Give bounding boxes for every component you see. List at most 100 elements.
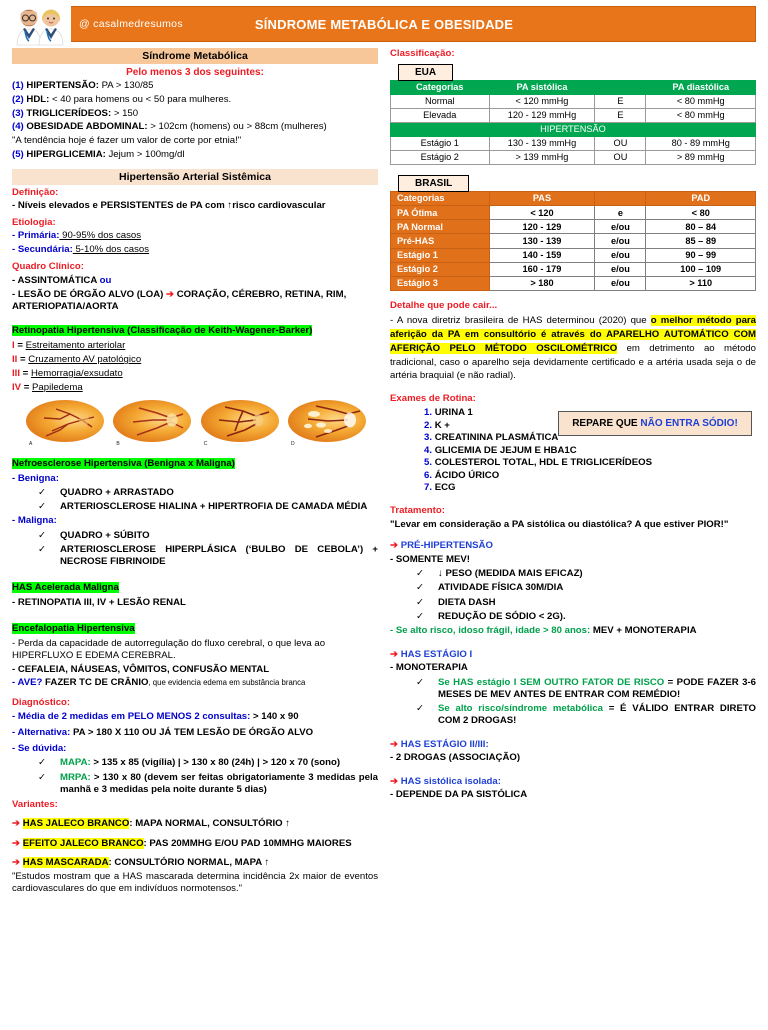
table-header-row: Categorias PA sistólica PA diastólica <box>390 79 756 95</box>
nefro-title-wrap: Nefroesclerose Hipertensiva (Benigna x M… <box>12 453 378 471</box>
variante-jaleco-branco: ➔ HAS JALECO BRANCO: MAPA NORMAL, CONSUL… <box>12 818 291 830</box>
table-row: Estágio 2 160 - 179 e/ou 100 – 109 <box>390 261 756 277</box>
cell-operator: E <box>594 93 647 109</box>
cell-pad: > 110 <box>645 275 756 292</box>
pre-hipertensao-alto-risco: - Se alto risco, idoso frágil, idade > 8… <box>390 625 697 637</box>
variantes-quote: "Estudos mostram que a HAS mascarada det… <box>12 870 378 894</box>
cell-pad: 80 – 84 <box>645 219 756 235</box>
detalhe-paragraph: - A nova diretriz brasileira de HAS dete… <box>390 314 756 382</box>
has-acelerada-maligna-title: HAS Acelerada Maligna <box>12 582 119 594</box>
has-sistolica-isolada-heading: ➔ HAS sistólica isolada: <box>390 775 501 787</box>
list-item: ↓ PESO (MEDIDA MAIS EFICAZ) <box>416 568 756 581</box>
table-row: Estágio 2 > 139 mmHg OU > 89 mmHg <box>390 149 756 165</box>
page-title: SÍNDROME METABÓLICA E OBESIDADE <box>254 16 514 32</box>
pre-hipertensao-mev: - SOMENTE MEV! <box>390 553 470 565</box>
cell-operator: e/ou <box>594 219 647 235</box>
retina-label-b: B <box>116 440 120 447</box>
cell-pas: 120 - 129 <box>488 219 596 235</box>
cell-operator: e/ou <box>594 247 647 263</box>
classificacao-heading: Classificação: <box>390 48 455 59</box>
list-item: REDUÇÃO DE SÓDIO < 2G). <box>416 611 756 624</box>
pre-hipertensao-list: ↓ PESO (MEDIDA MAIS EFICAZ) ATIVIDADE FÍ… <box>390 568 756 623</box>
cell-operator: e <box>594 204 647 221</box>
cell-categoria: Estágio 2 <box>390 149 490 165</box>
col-pa-diastolica: PA diastólica <box>645 79 756 95</box>
cell-pas: 140 - 159 <box>488 247 596 263</box>
table-row: Estágio 3 > 180 e/ou > 110 <box>390 275 756 292</box>
list-item: ECG <box>434 482 456 494</box>
tratamento-heading: Tratamento: <box>390 505 445 517</box>
list-item: DIETA DASH <box>416 597 756 610</box>
has-sistolica-isolada-text: - DEPENDE DA PA SISTÓLICA <box>390 789 528 801</box>
cell-pas: 130 - 139 <box>488 233 596 249</box>
cell-hipertensao: HIPERTENSÃO <box>390 121 756 137</box>
cell-diastolica: > 89 mmHg <box>645 149 756 165</box>
arrow-icon: ➔ <box>12 856 21 868</box>
list-item: CREATININA PLASMÁTICA <box>434 432 559 444</box>
cell-pad: 100 – 109 <box>645 261 756 277</box>
brasil-table-tag: BRASIL <box>398 174 470 192</box>
cell-pas: < 120 <box>488 204 596 221</box>
cell-operator: OU <box>594 135 647 151</box>
retina-fundus-image-b: B <box>113 399 192 447</box>
cell-categoria: PA Normal <box>390 219 490 235</box>
quadro-clinico-1: - ASSINTOMÁTICA ou <box>12 275 112 287</box>
nefro-benigna-list: QUADRO + ARRASTADO ARTERIOSCLEROSE HIALI… <box>12 487 378 514</box>
diagnostico-linha-2: - Alternativa: PA > 180 X 110 OU JÁ TEM … <box>12 726 314 738</box>
cell-pad: 90 – 99 <box>645 247 756 263</box>
section-title-sindrome-metabolica: Síndrome Metabólica <box>12 48 378 64</box>
definicao-heading: Definição: <box>12 186 59 198</box>
diagnostico-heading: Diagnóstico: <box>12 696 71 708</box>
table-row: Estágio 1 140 - 159 e/ou 90 – 99 <box>390 247 756 263</box>
table-header-row: Categorias PAS PAD <box>390 190 756 206</box>
cell-diastolica: 80 - 89 mmHg <box>645 135 756 151</box>
quadro-clinico-2: - LESÃO DE ÓRGÃO ALVO (LOA) ➔ CORAÇÃO, C… <box>12 288 347 313</box>
arrow-icon: ➔ <box>390 648 399 660</box>
left-column: Síndrome Metabólica Pelo menos 3 dos seg… <box>12 46 378 897</box>
retina-fundus-image-row: A B <box>12 396 378 450</box>
cell-categoria: Pré-HAS <box>390 233 490 249</box>
list-item: GLICEMIA DE JEJUM E HBA1C <box>434 444 577 456</box>
exames-rotina-list: URINA 1 K + CREATININA PLASMÁTICA GLICEM… <box>390 407 756 493</box>
list-item: URINA 1 <box>434 407 473 419</box>
brasil-classification-table: Categorias PAS PAD PA Ótima < 120 e < 80 <box>390 190 756 292</box>
diagnostico-se-duvida: - Se dúvida: <box>12 743 67 755</box>
arrow-icon: ➔ <box>390 738 399 750</box>
etiologia-primaria: - Primária: 90-95% dos casos <box>12 230 142 242</box>
has-estagio-2-3-heading: ➔ HAS ESTÁGIO II/III: <box>390 738 489 750</box>
sm-item-5: (5) HIPERGLICEMIA: Jejum > 100mg/dl <box>12 148 185 160</box>
cell-operator: e/ou <box>594 233 647 249</box>
pre-hipertensao-heading: ➔ PRÉ-HIPERTENSÃO <box>390 540 493 552</box>
sodio-note-box: REPARE QUE NÃO ENTRA SÓDIO! <box>558 411 752 437</box>
cell-categoria: Elevada <box>390 107 490 123</box>
exames-heading: Exames de Rotina: <box>390 393 476 405</box>
cell-sistolica: 120 - 129 mmHg <box>488 107 596 123</box>
encefalopatia-line-3: - AVE? FAZER TC DE CRÂNIO, que evidencia… <box>12 677 306 689</box>
sm-item-1: (1) HIPERTENSÃO: PA > 130/85 <box>12 80 154 91</box>
cell-operator: e/ou <box>594 275 647 292</box>
variante-efeito-jaleco-branco: ➔ EFEITO JALECO BRANCO: PAS 20MMHG E/OU … <box>12 837 352 849</box>
list-item: QUADRO + ARRASTADO <box>38 487 378 500</box>
eua-table-tag: EUA <box>398 63 454 81</box>
cell-operator: OU <box>594 149 647 165</box>
retina-label-d: D <box>290 440 295 447</box>
cell-categoria: Estágio 1 <box>390 247 490 263</box>
sindrome-metabolica-subtitle: Pelo menos 3 dos seguintes: <box>126 67 264 78</box>
retina-fundus-image-c: C <box>200 399 279 447</box>
encefalopatia-title: Encefalopatia Hipertensiva <box>12 622 135 634</box>
sm-item-3: (3) TRIGLICERÍDEOS: > 150 <box>12 107 139 119</box>
couple-doctors-avatar-icon <box>9 1 71 47</box>
table-row: PA Normal 120 - 129 e/ou 80 – 84 <box>390 219 756 235</box>
has-estagio-1-list: Se HAS estágio I SEM OUTRO FATOR DE RISC… <box>390 677 756 728</box>
cell-categoria: Estágio 3 <box>390 275 490 292</box>
retina-fundus-image-d: D <box>287 399 366 447</box>
table-row: Elevada 120 - 129 mmHg E < 80 mmHg <box>390 107 756 123</box>
cell-categoria: Estágio 1 <box>390 135 490 151</box>
sm-quote: "A tendência hoje é fazer um valor de co… <box>12 135 242 147</box>
cell-pad: 85 – 89 <box>645 233 756 249</box>
table-row: Estágio 1 130 - 139 mmHg OU 80 - 89 mmHg <box>390 135 756 151</box>
encefalopatia-title-wrap: Encefalopatia Hipertensiva <box>12 618 378 636</box>
tratamento-quote: "Levar em consideração a PA sistólica ou… <box>390 518 729 530</box>
cell-diastolica: < 80 mmHg <box>645 107 756 123</box>
cell-sistolica: > 139 mmHg <box>488 149 596 165</box>
